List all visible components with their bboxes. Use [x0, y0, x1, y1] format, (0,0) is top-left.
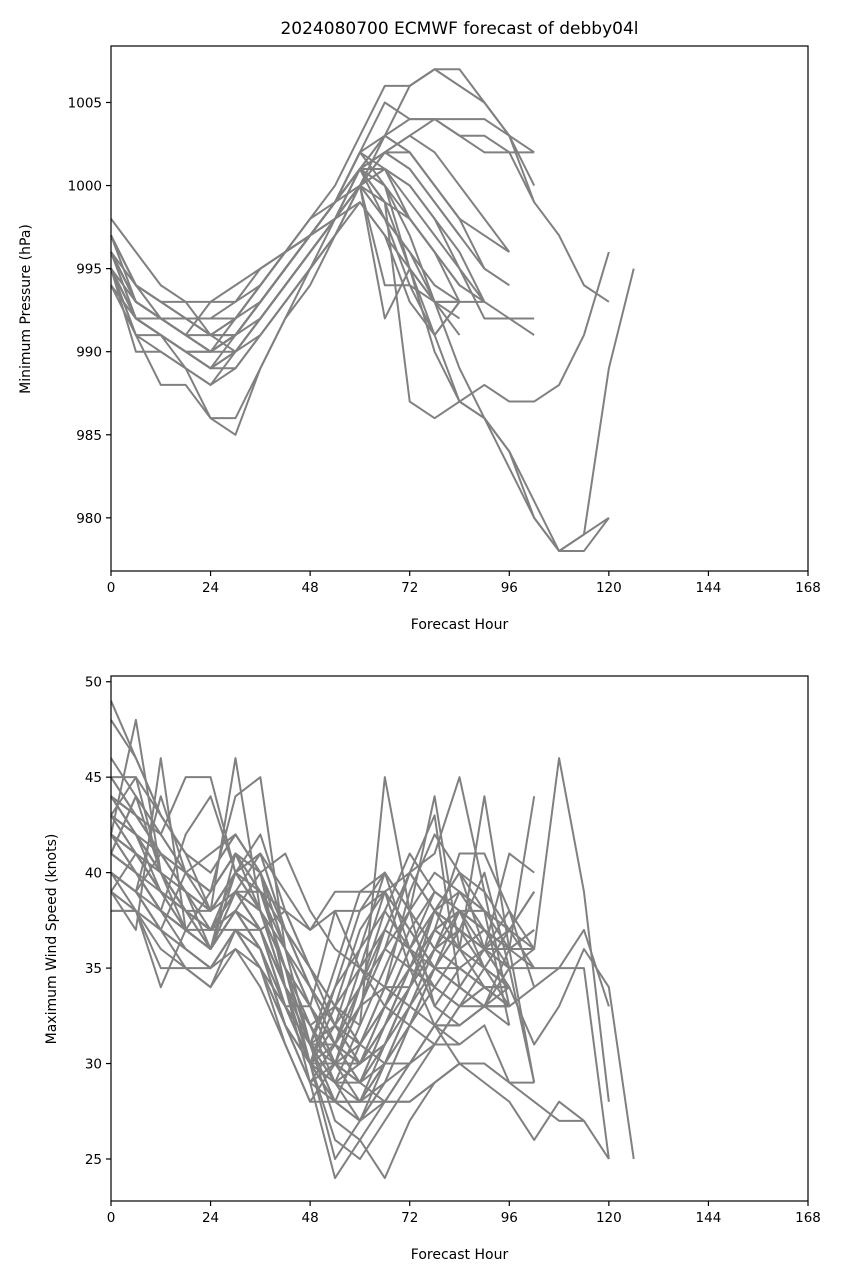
wind-series-line-1 — [110, 700, 610, 1065]
pressure-y-tick-label: 1005 — [68, 95, 102, 111]
wind-series-line-15 — [110, 795, 511, 1084]
pressure-series-line-1 — [110, 68, 610, 353]
wind-panel: Maximum Wind Speed (knots) Forecast Hour… — [44, 675, 821, 1263]
wind-x-tick-label: 120 — [596, 1210, 622, 1226]
wind-y-tick-label: 45 — [85, 770, 102, 786]
wind-axes-frame — [110, 675, 809, 1202]
pressure-y-tick-label: 985 — [76, 428, 102, 444]
wind-x-tick-label: 144 — [696, 1210, 722, 1226]
wind-x-tick-label: 72 — [401, 1210, 418, 1226]
wind-x-tick-label: 48 — [302, 1210, 319, 1226]
wind-y-tick-label: 40 — [85, 866, 102, 882]
pressure-x-axis-label: Forecast Hour — [411, 617, 509, 633]
wind-series-line-23 — [110, 719, 635, 1160]
wind-y-tick-label: 25 — [85, 1152, 102, 1168]
wind-x-axis-label: Forecast Hour — [411, 1247, 509, 1263]
pressure-x-tick-label: 24 — [202, 580, 219, 596]
pressure-x-tick-label: 120 — [596, 580, 622, 596]
pressure-x-tick-label: 0 — [107, 580, 116, 596]
pressure-x-tick-label: 168 — [795, 580, 821, 596]
wind-x-tick-label: 24 — [202, 1210, 219, 1226]
pressure-y-tick-label: 990 — [76, 345, 102, 361]
pressure-y-tick-label: 980 — [76, 511, 102, 527]
pressure-series-line-19 — [110, 167, 610, 420]
wind-series-line-50 — [110, 852, 485, 1065]
wind-x-tick-label: 96 — [501, 1210, 518, 1226]
wind-x-tick-label: 168 — [795, 1210, 821, 1226]
wind-series-line-39 — [110, 833, 510, 1046]
pressure-series-line-27 — [110, 184, 460, 353]
pressure-x-tick-label: 144 — [696, 580, 722, 596]
pressure-x-tick-label: 72 — [401, 580, 418, 596]
pressure-axes-frame — [110, 45, 809, 572]
pressure-x-tick-label: 48 — [302, 580, 319, 596]
pressure-series-line-25 — [110, 134, 461, 320]
pressure-x-tick-label: 96 — [501, 580, 518, 596]
wind-y-axis-label: Maximum Wind Speed (knots) — [44, 834, 60, 1045]
wind-y-tick-label: 50 — [85, 675, 102, 691]
pressure-y-tick-label: 1000 — [68, 179, 102, 195]
pressure-series-line-28 — [110, 151, 461, 337]
pressure-y-axis-label: Minimum Pressure (hPa) — [18, 224, 34, 394]
wind-y-tick-label: 35 — [85, 961, 102, 977]
chart-title: 2024080700 ECMWF forecast of debby04l — [280, 19, 638, 39]
wind-series-line-49 — [111, 776, 510, 989]
pressure-series-line-18 — [110, 167, 610, 553]
pressure-series-line-21 — [110, 184, 461, 436]
pressure-series-line-17 — [110, 167, 610, 553]
wind-x-tick-label: 0 — [107, 1210, 116, 1226]
wind-series-line-42 — [110, 814, 535, 1027]
pressure-panel: Minimum Pressure (hPa) Forecast Hour 0 24… — [18, 45, 821, 633]
wind-y-tick-label: 30 — [85, 1057, 102, 1073]
wind-series-line-46 — [110, 890, 511, 1027]
pressure-series-group — [110, 68, 635, 553]
wind-series-group — [110, 700, 635, 1180]
pressure-y-tick-label: 995 — [76, 262, 102, 278]
wind-series-line-48 — [110, 795, 460, 1046]
wind-series-line-26 — [110, 833, 584, 1180]
